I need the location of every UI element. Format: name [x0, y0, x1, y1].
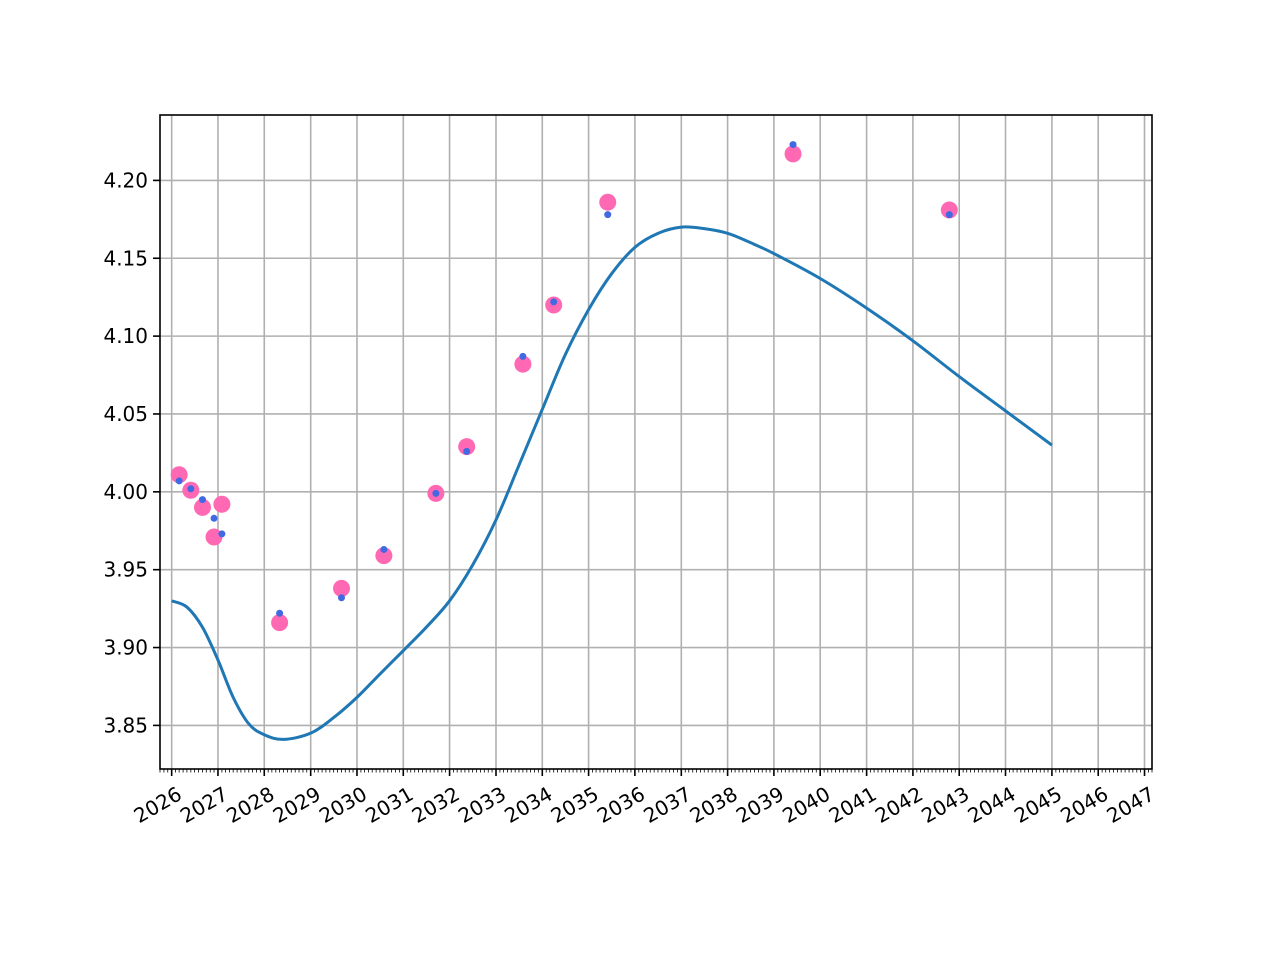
observed-point: [333, 579, 351, 597]
plot-frame: [159, 114, 1153, 770]
observed-point: [599, 193, 617, 211]
trend-line: [171, 225, 1053, 741]
fitted-point: [463, 447, 471, 455]
observed-point: [458, 438, 476, 456]
fitted-point: [276, 609, 284, 617]
fitted-point: [338, 594, 346, 602]
fitted-point: [789, 141, 797, 149]
plot-area: [160, 115, 1152, 769]
fitted-point: [175, 477, 183, 485]
y-tick-label: 4.20: [103, 168, 148, 192]
fitted-point: [945, 211, 953, 219]
fitted-point: [218, 530, 226, 538]
y-tick-label: 3.90: [103, 636, 148, 660]
fitted-point: [519, 352, 527, 360]
y-tick-label: 4.15: [103, 246, 148, 270]
y-tick-label: 3.85: [103, 713, 148, 737]
fitted-point: [380, 545, 388, 553]
observed-point: [940, 201, 958, 219]
y-tick-label: 4.10: [103, 324, 148, 348]
observed-point: [271, 614, 289, 632]
fitted-point: [550, 298, 558, 306]
observed-point: [193, 498, 211, 516]
observed-point: [213, 495, 231, 513]
fitted-point: [187, 485, 195, 493]
grid: [160, 115, 1152, 769]
y-tick-label: 4.00: [103, 480, 148, 504]
observed-point: [205, 528, 223, 546]
observed-point: [170, 466, 188, 484]
fitted-point: [432, 489, 440, 497]
observed-point: [514, 355, 532, 373]
y-tick-label: 3.95: [103, 558, 148, 582]
observed-point: [784, 145, 802, 163]
y-tick-label: 4.05: [103, 402, 148, 426]
fitted-point: [198, 496, 206, 504]
fitted-point: [604, 211, 612, 219]
points-layer: [170, 141, 958, 632]
trend-line-layer: [171, 225, 1053, 741]
observed-point: [375, 547, 393, 565]
fitted-point: [210, 514, 218, 522]
